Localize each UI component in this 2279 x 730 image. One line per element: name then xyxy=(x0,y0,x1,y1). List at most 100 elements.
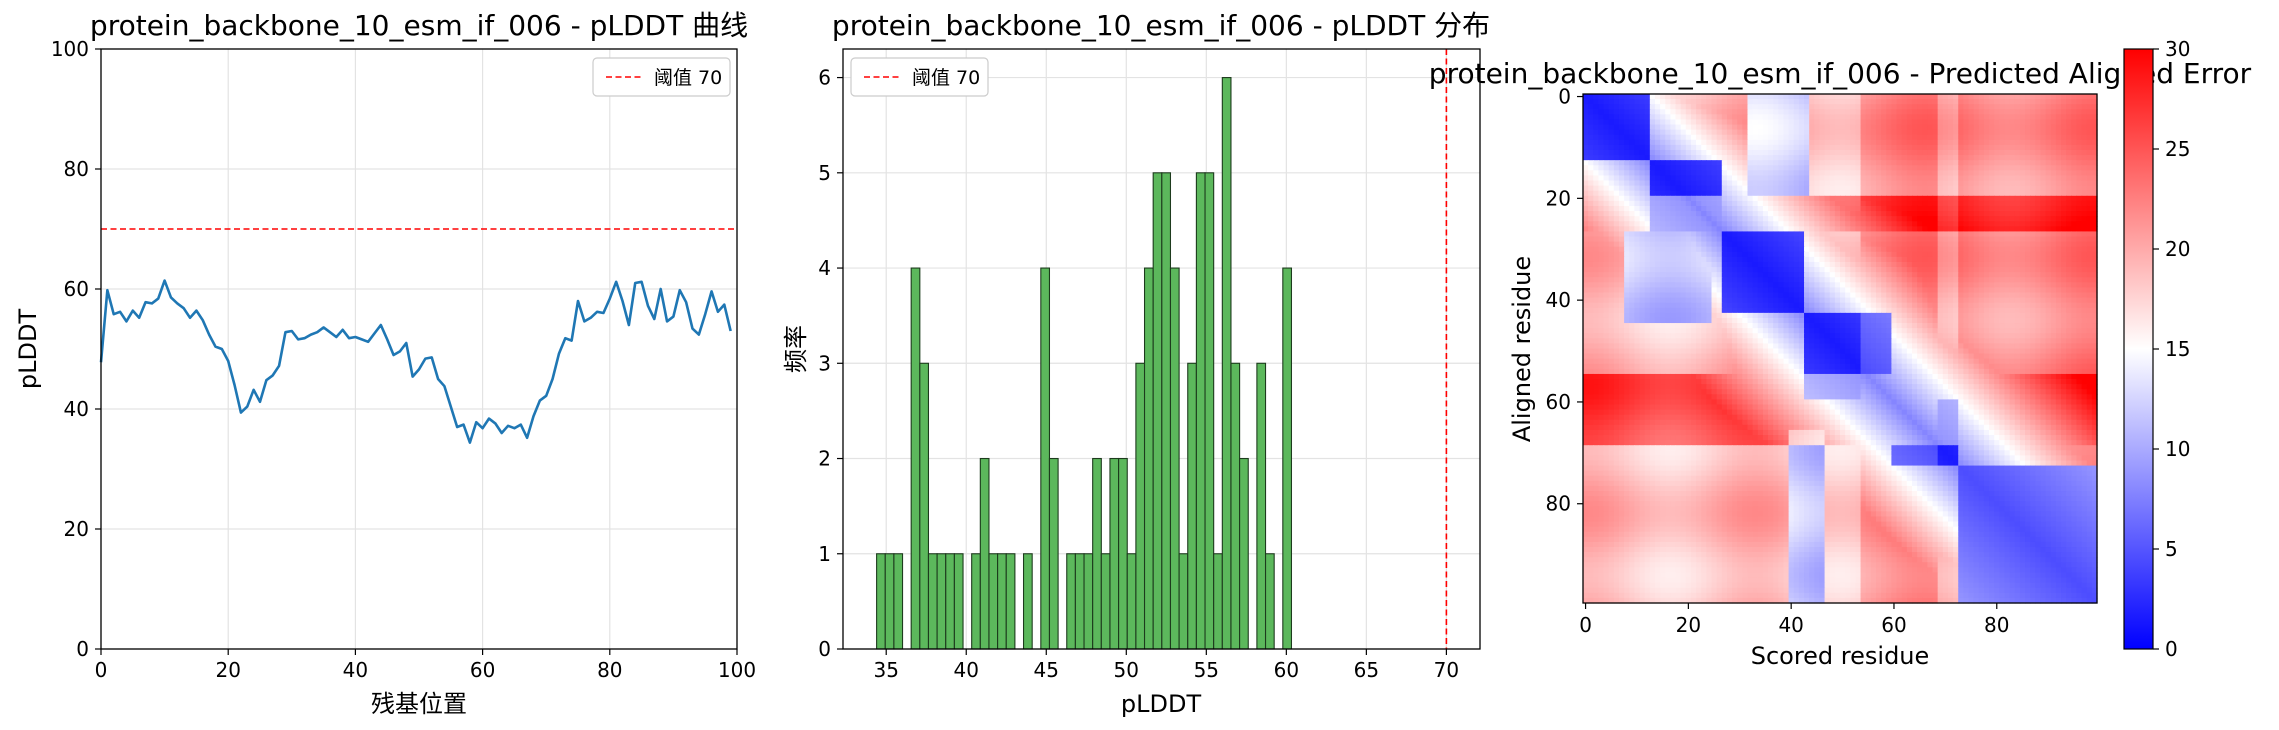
heatmap-cell xyxy=(1798,226,1805,233)
heatmap-cell xyxy=(1819,149,1826,156)
heatmap-cell xyxy=(1947,160,1954,166)
heatmap-cell xyxy=(1613,134,1620,141)
heatmap-cell xyxy=(1983,277,1990,283)
heatmap-cell xyxy=(1762,272,1769,278)
heatmap-cell xyxy=(2004,333,2011,339)
heatmap-cell xyxy=(1665,292,1671,299)
heatmap-cell xyxy=(1809,236,1815,243)
heatmap-cell xyxy=(1726,99,1733,105)
heatmap-cell xyxy=(1721,190,1728,197)
heatmap-cell xyxy=(1968,277,1975,283)
heatmap-cell xyxy=(1757,261,1764,268)
heatmap-cell xyxy=(1845,104,1851,110)
heatmap-cell xyxy=(2025,160,2031,166)
heatmap-cell xyxy=(1906,160,1913,166)
heatmap-cell xyxy=(1783,256,1790,263)
heatmap-cell xyxy=(1999,114,2006,121)
heatmap-cell xyxy=(1989,277,1995,283)
heatmap-cell xyxy=(1603,256,1610,263)
heatmap-cell xyxy=(2081,149,2088,156)
heatmap-cell xyxy=(2025,312,2031,319)
heatmap-cell xyxy=(1932,185,1939,192)
heatmap-cell xyxy=(1624,104,1630,110)
heatmap-cell xyxy=(1875,119,1882,126)
heatmap-cell xyxy=(1624,149,1630,156)
heatmap-cell xyxy=(1660,328,1666,334)
heatmap-cell xyxy=(2071,323,2078,329)
heatmap-cell xyxy=(2086,226,2093,233)
heatmap-cell xyxy=(1865,109,1872,115)
heatmap-cell xyxy=(2045,277,2052,283)
heatmap-cell xyxy=(1752,119,1759,126)
heatmap-cell xyxy=(1588,109,1594,115)
heatmap-cell xyxy=(1814,149,1821,156)
histogram-bar xyxy=(1109,457,1120,650)
heatmap-cell xyxy=(2081,323,2088,329)
heatmap-cell xyxy=(1778,307,1785,314)
heatmap-cell xyxy=(1737,216,1743,222)
heatmap-cell xyxy=(2009,185,2016,192)
heatmap-cell xyxy=(1680,277,1687,283)
heatmap-cell xyxy=(2035,216,2042,222)
heatmap-cell xyxy=(1706,94,1713,100)
heatmap-cell xyxy=(2086,165,2093,171)
heatmap-cell xyxy=(1711,236,1718,243)
heatmap-cell xyxy=(1762,277,1769,283)
heatmap-cell xyxy=(1675,241,1682,248)
heatmap-cell xyxy=(1922,170,1928,177)
heatmap-cell xyxy=(1968,139,1975,146)
heatmap-cell xyxy=(1886,114,1892,121)
heatmap-cell xyxy=(1742,99,1749,105)
heatmap-cell xyxy=(1937,180,1944,187)
heatmap-cell xyxy=(1665,302,1671,309)
heatmap-cell xyxy=(1583,180,1589,187)
heatmap-cell xyxy=(2071,328,2078,334)
heatmap-cell xyxy=(1742,251,1749,258)
heatmap-cell xyxy=(1649,267,1656,273)
heatmap-cell xyxy=(1624,333,1630,339)
heatmap-cell xyxy=(1721,277,1728,283)
heatmap-cell xyxy=(1757,297,1764,304)
heatmap-cell xyxy=(1644,241,1651,248)
heatmap-cell xyxy=(1583,211,1589,217)
heatmap-cell xyxy=(1958,302,1964,309)
heatmap-cell xyxy=(1855,317,1862,324)
heatmap-cell xyxy=(1911,312,1918,319)
heatmap-cell xyxy=(1783,323,1790,329)
heatmap-cell xyxy=(1922,297,1928,304)
heatmap-cell xyxy=(1798,231,1805,238)
heatmap-cell xyxy=(1588,287,1594,294)
heatmap-cell xyxy=(1778,216,1785,222)
heatmap-cell xyxy=(2045,307,2052,314)
heatmap-cell xyxy=(2035,170,2042,177)
heatmap-cell xyxy=(1942,267,1949,273)
heatmap-cell xyxy=(1994,256,2000,263)
heatmap-cell xyxy=(1583,185,1589,192)
heatmap-cell xyxy=(1788,94,1795,100)
heatmap-cell xyxy=(2045,139,2052,146)
heatmap-cell xyxy=(2061,170,2067,177)
heatmap-cell xyxy=(1886,124,1892,131)
heatmap-cell xyxy=(2035,302,2042,309)
heatmap-cell xyxy=(1937,94,1944,100)
heatmap-cell xyxy=(1634,109,1641,115)
heatmap-cell xyxy=(1675,272,1682,278)
heatmap-cell xyxy=(1860,149,1867,156)
heatmap-cell xyxy=(1917,312,1923,319)
heatmap-cell xyxy=(1737,328,1743,334)
heatmap-cell xyxy=(1906,216,1913,222)
heatmap-cell xyxy=(1989,328,1995,334)
heatmap-cell xyxy=(1932,282,1939,289)
heatmap-cell xyxy=(1685,282,1692,289)
heatmap-cell xyxy=(1639,307,1646,314)
heatmap-cell xyxy=(1639,109,1646,115)
heatmap-cell xyxy=(1793,241,1800,248)
heatmap-cell xyxy=(1644,282,1651,289)
heatmap-cell xyxy=(1634,104,1641,110)
heatmap-cell xyxy=(1768,312,1774,319)
heatmap-cell xyxy=(1788,165,1795,171)
heatmap-cell xyxy=(1675,292,1682,299)
heatmap-cell xyxy=(1783,129,1790,136)
heatmap-cell xyxy=(1860,200,1867,207)
heatmap-cell xyxy=(1742,241,1749,248)
